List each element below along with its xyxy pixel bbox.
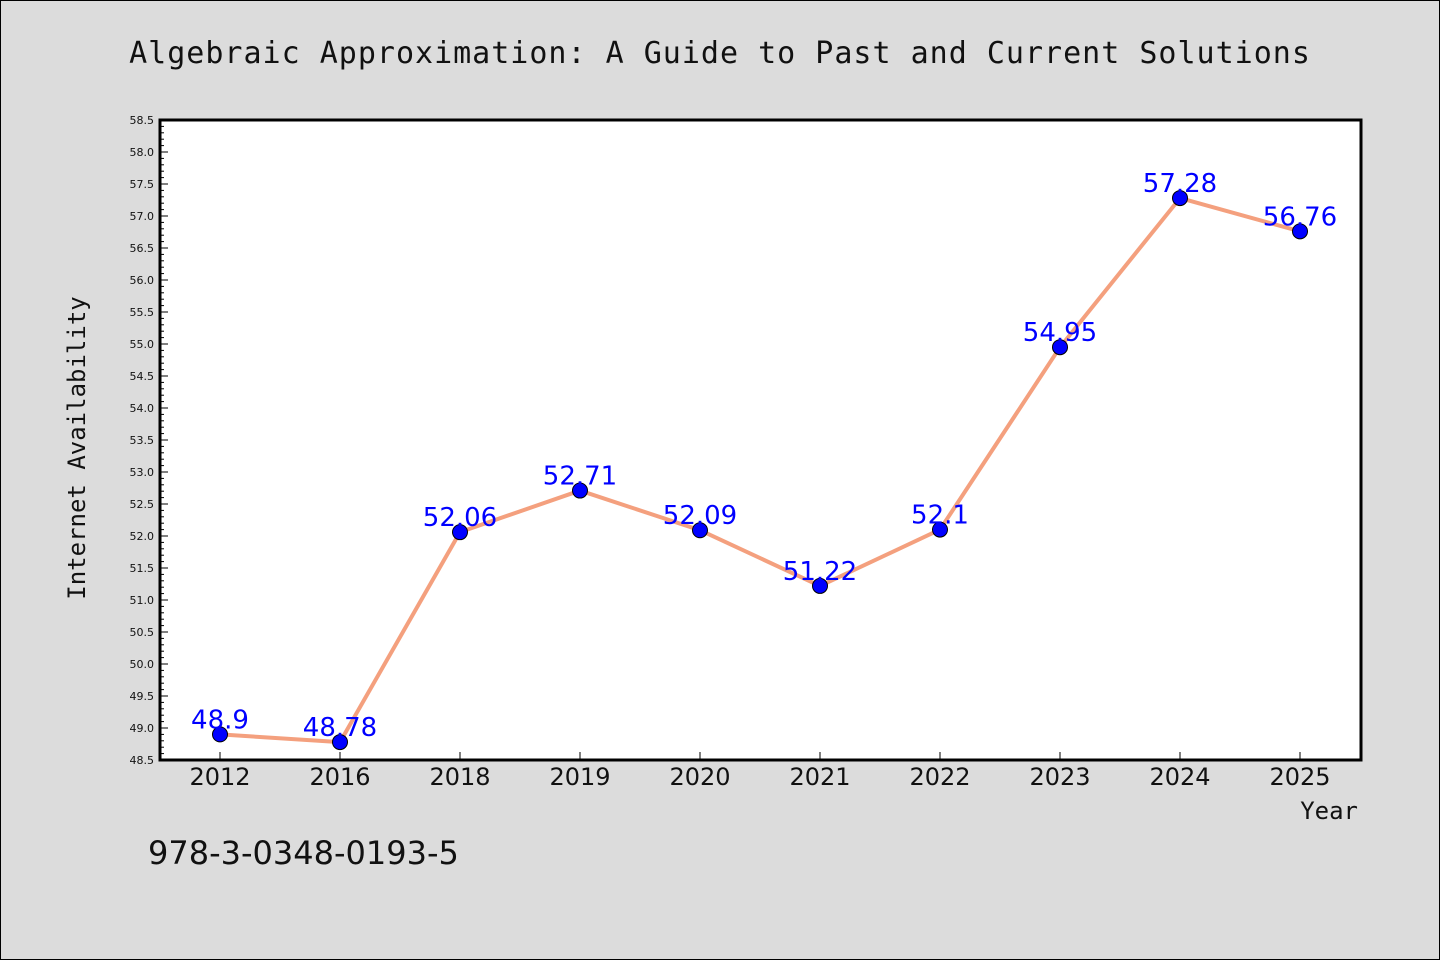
x-axis-label: Year (1300, 797, 1358, 825)
x-tick-label: 2019 (549, 763, 610, 791)
y-tick-label: 58.0 (130, 146, 155, 159)
data-point (212, 726, 228, 743)
y-tick-label: 57.5 (130, 178, 155, 191)
y-tick-label: 51.0 (130, 594, 155, 607)
y-tick-label: 56.0 (130, 274, 155, 287)
data-label: 52.1 (911, 501, 969, 531)
data-label: 52.71 (543, 462, 617, 492)
y-tick-label: 58.5 (130, 114, 155, 127)
y-tick-label: 52.0 (130, 530, 155, 543)
y-tick-label: 50.5 (130, 626, 155, 639)
data-point (452, 524, 468, 541)
y-axis: 48.5 49.0 49.5 50.0 50.5 51.0 51.5 52.0 52.5 53.0… (130, 114, 168, 767)
y-tick-label: 52.5 (130, 498, 155, 511)
y-tick-label: 49.5 (130, 690, 155, 703)
x-tick-label: 2016 (309, 763, 370, 791)
data-point (332, 734, 348, 751)
y-tick-label: 54.5 (130, 370, 155, 383)
data-label: 57.28 (1143, 169, 1217, 199)
data-label: 54.95 (1023, 318, 1097, 348)
x-tick-label: 2022 (909, 763, 970, 791)
data-point (932, 521, 948, 538)
plot-area (158, 118, 1363, 762)
x-tick-label: 2023 (1029, 763, 1090, 791)
data-point (1172, 190, 1188, 207)
data-label: 56.76 (1263, 202, 1337, 232)
y-tick-label: 51.5 (130, 562, 155, 575)
y-tick-label: 56.5 (130, 242, 155, 255)
data-label: 48.78 (303, 713, 377, 743)
data-point (1292, 223, 1308, 240)
data-label-group: 48.9 48.78 52.06 52.71 52.09 51.22 52.1 54.95 57… (191, 169, 1337, 743)
y-tick-label: 49.0 (130, 722, 155, 735)
x-tick-label: 2021 (789, 763, 850, 791)
x-tick-label: 2020 (669, 763, 730, 791)
y-tick-label: 55.5 (130, 306, 155, 319)
data-label: 51.22 (783, 557, 857, 587)
y-axis-label: Internet Availability (63, 296, 91, 599)
data-label: 52.06 (423, 503, 497, 533)
data-point (1052, 339, 1068, 356)
marker-group (212, 190, 1308, 751)
x-tick-label: 2012 (189, 763, 250, 791)
x-axis: 2012 2016 2018 2019 2020 2021 2022 2023 2024 2025 (189, 752, 1331, 791)
y-tick-label: 53.0 (130, 466, 155, 479)
x-tick-label: 2018 (429, 763, 490, 791)
data-point (692, 522, 708, 539)
x-tick-label: 2024 (1149, 763, 1210, 791)
series-line-group (218, 196, 1302, 745)
data-label: 52.09 (663, 501, 737, 531)
y-tick-label: 55.0 (130, 338, 155, 351)
y-tick-label: 54.0 (130, 402, 155, 415)
chart-title: Algebraic Approximation: A Guide to Past… (129, 36, 1311, 71)
y-tick-label: 53.5 (130, 434, 155, 447)
y-tick-label: 50.0 (130, 658, 155, 671)
y-tick-label: 57.0 (130, 210, 155, 223)
data-point (572, 482, 588, 499)
x-tick-label: 2025 (1269, 763, 1330, 791)
isbn-text: 978-3-0348-0193-5 (148, 834, 459, 872)
data-label: 48.9 (191, 705, 249, 735)
series-line (218, 196, 1302, 745)
y-tick-label: 48.5 (130, 754, 155, 767)
data-point (812, 577, 828, 594)
